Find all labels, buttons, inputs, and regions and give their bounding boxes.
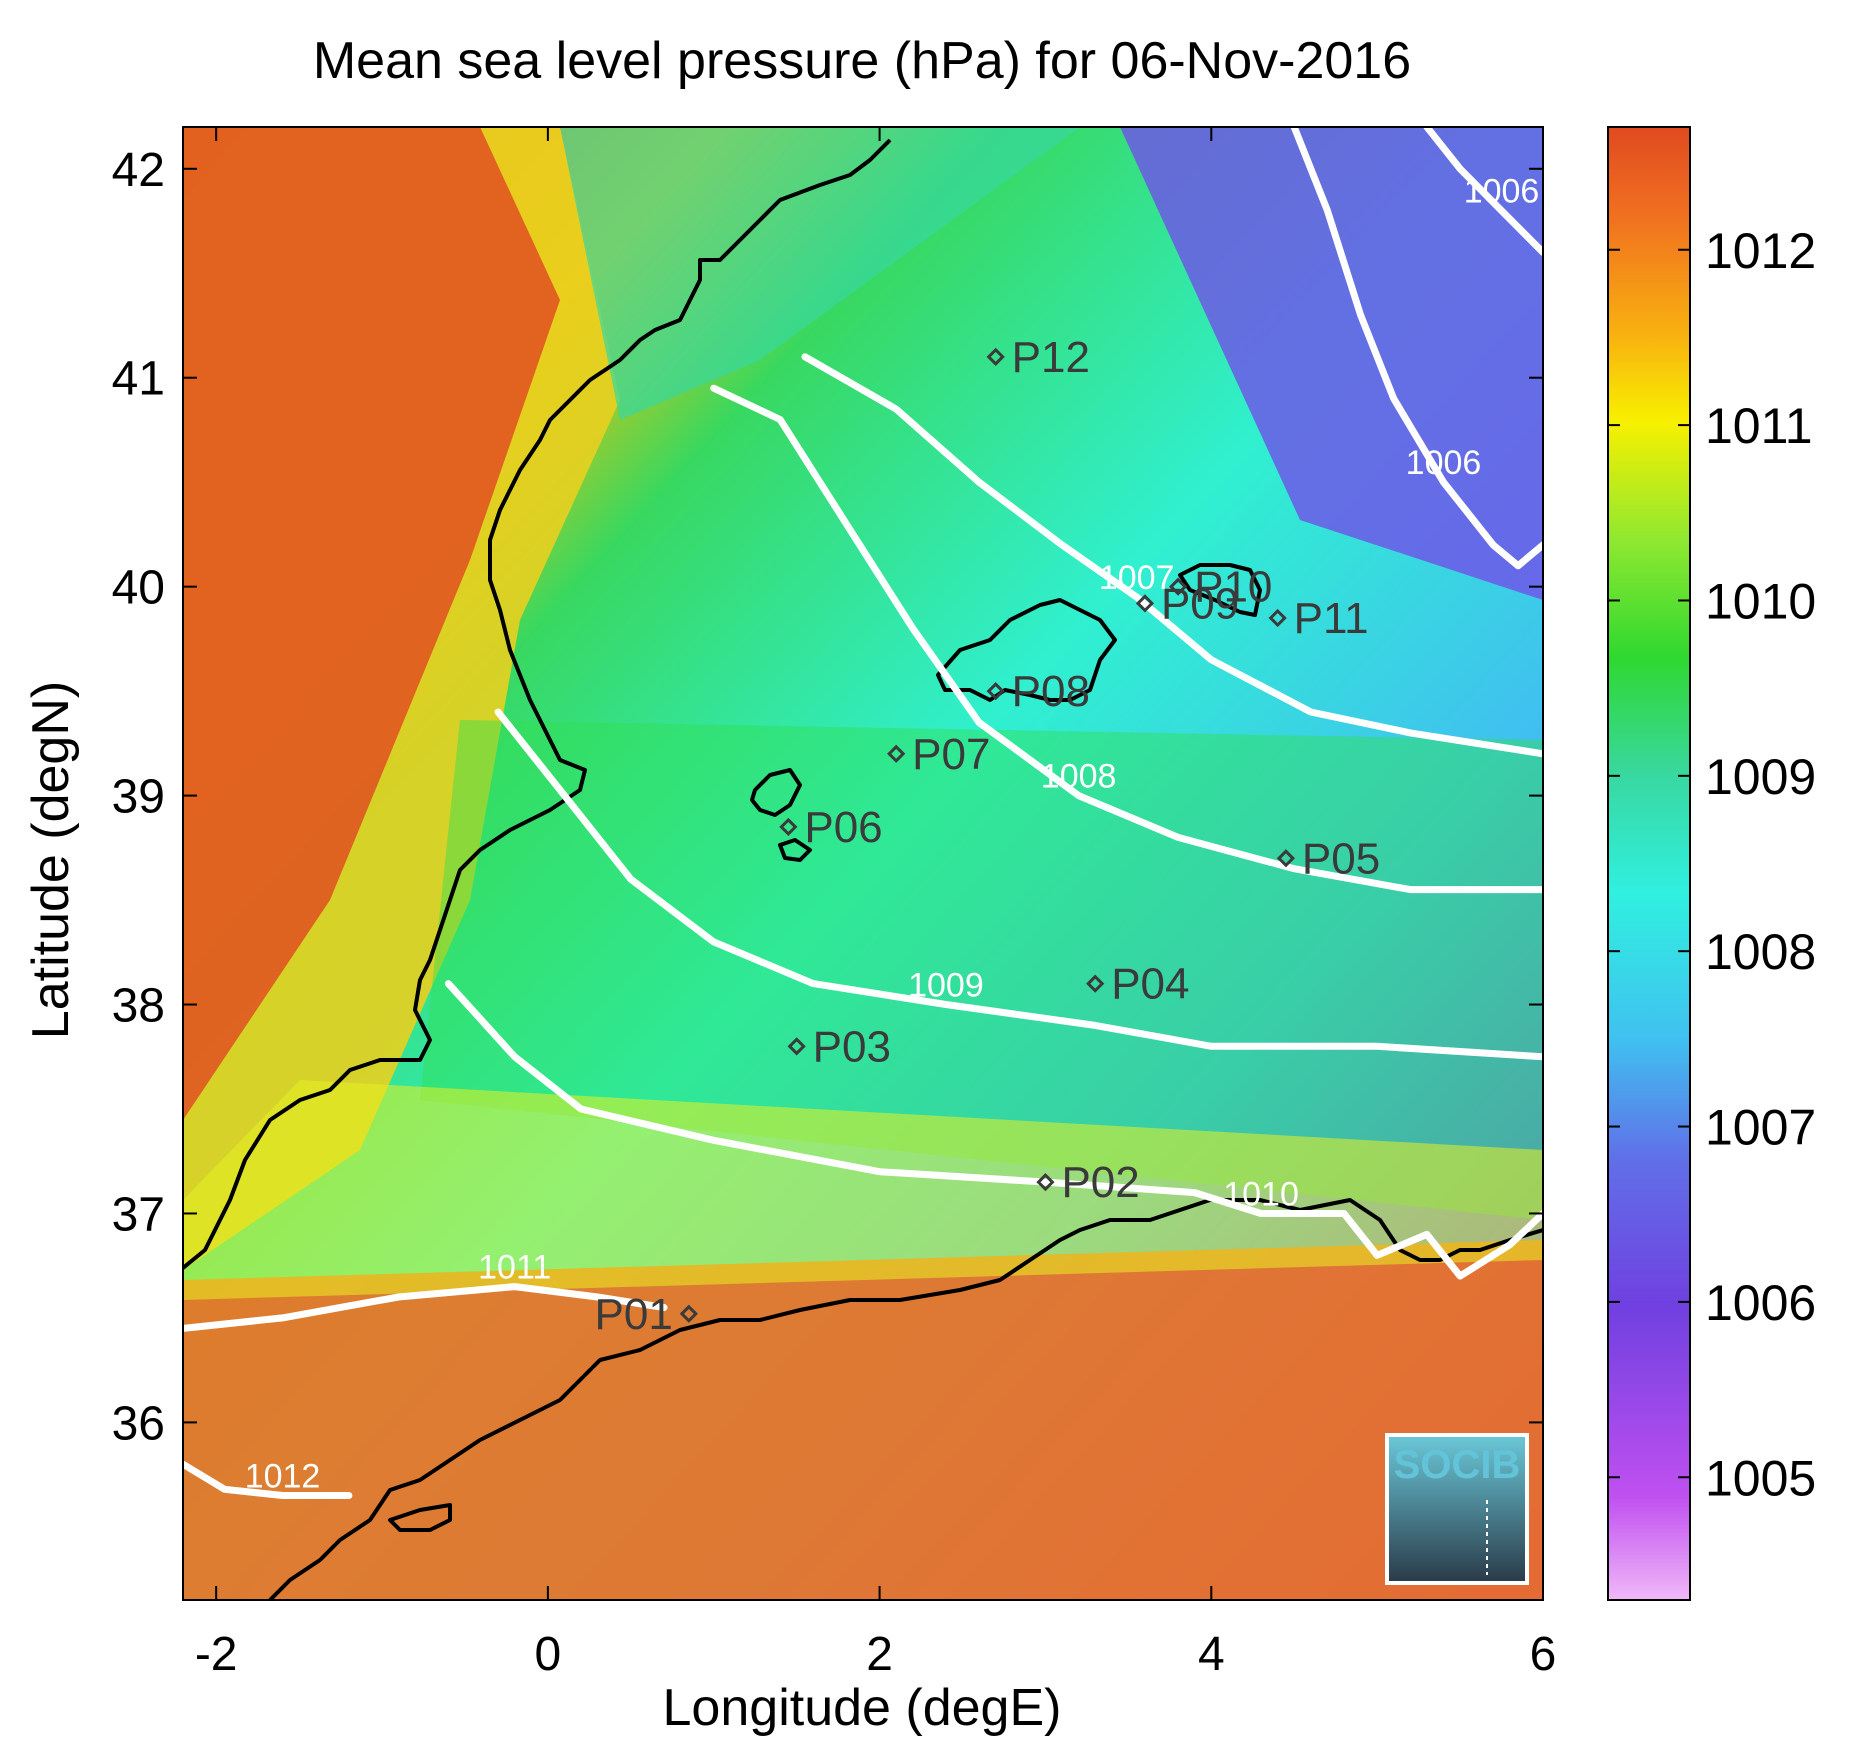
y-tick-label: 42 [112,144,165,197]
station-marker-p04 [1086,974,1105,993]
island-mallorca [936,598,1117,702]
contour-1010 [444,980,1543,1280]
station-label-p01: P01 [595,1290,673,1339]
x-axis-label: Longitude (degE) [663,1679,1062,1737]
pressure-field-yellow-band [183,1080,1543,1300]
contour-1008 [710,384,1543,894]
station-marker-p11 [1268,608,1287,628]
y-tick-label: 41 [112,353,165,406]
contour-1006 [1290,127,1543,570]
colorbar-ticks: 1005 1006 1007 1008 1009 1010 1011 1012 [1608,223,1816,1506]
contour-1006 [1423,127,1543,256]
colorbar-tick-label: 1007 [1705,1100,1816,1156]
y-axis-label: Latitude (degN) [22,681,80,1039]
x-tick-label: 6 [1530,1628,1557,1681]
station-label-p06: P06 [804,803,882,852]
island-formentera [778,838,812,862]
plot-frame [182,126,1544,1601]
station-label-p02: P02 [1061,1158,1139,1207]
socib-logo: SOCIB [1385,1433,1529,1585]
colorbar-tick-label: 1012 [1705,223,1816,279]
y-tick-label: 37 [112,1188,165,1241]
station-label-p05: P05 [1302,834,1380,883]
contour-label: 1010 [1223,1175,1299,1213]
pressure-field-high-south [183,1240,1543,1600]
contour-lines: 1006 1006 1007 1008 1009 1010 1011 1012 [183,127,1543,1499]
colorbar-tick-label: 1009 [1705,749,1816,805]
coastline-north-africa [268,1198,1543,1600]
contour-1012 [183,1460,353,1499]
y-axis-ticks: 36 37 38 39 40 41 42 [112,144,1543,1450]
island-ibiza [750,768,802,817]
x-axis-ticks: -2 0 2 4 6 [195,127,1557,1681]
station-label-p04: P04 [1111,960,1189,1009]
pressure-field-low-ne [1120,127,1543,600]
station-marker-p05 [1276,849,1296,868]
contour-1007 [801,353,1543,758]
station-label-p03: P03 [813,1022,891,1071]
colorbar-tick-label: 1005 [1705,1450,1816,1506]
contour-label: 1006 [1406,444,1482,482]
station-label-p10: P10 [1194,563,1272,612]
y-tick-label: 40 [112,562,165,615]
contour-1011 [183,1283,668,1332]
station-label-p08: P08 [1012,667,1090,716]
island-menorca [1178,563,1262,617]
station-label-p12: P12 [1012,333,1090,382]
plot-area: 1006 1006 1007 1008 1009 1010 1011 1012 P01 P02 P… [183,127,1543,1600]
contour-1009 [494,708,1543,1061]
station-label-p11: P11 [1294,594,1369,643]
pressure-field-north-mid [560,127,1080,420]
contour-label: 1011 [478,1249,551,1287]
contour-label: 1008 [1041,758,1117,796]
station-marker-p08 [986,682,1005,701]
pressure-field-high-west [183,127,560,1120]
y-tick-label: 36 [112,1397,165,1450]
logo-text: SOCIB [1394,1443,1521,1487]
station-marker-p02 [1036,1173,1055,1192]
station-marker-p10 [1168,577,1188,596]
station-marker-p09 [1135,594,1155,613]
station-marker-p01 [679,1304,698,1323]
y-tick-label: 38 [112,980,165,1033]
colorbar-tick-label: 1010 [1705,573,1816,629]
colorbar-tick-label: 1008 [1705,924,1816,980]
island-alboran [388,1503,452,1532]
colorbar-tick-label: 1011 [1705,398,1813,454]
station-marker-p12 [986,347,1005,366]
contour-label: 1006 [1464,173,1540,211]
contour-label: 1012 [245,1458,321,1496]
coastline-iberia [183,138,892,1270]
pressure-field-mid-band [420,720,1543,1220]
station-marker-p03 [787,1037,806,1056]
logo-box [1385,1433,1529,1585]
x-tick-label: 4 [1198,1628,1225,1681]
colorbar-tick-label: 1006 [1705,1275,1816,1331]
station-marker-p07 [887,744,906,763]
contour-label: 1009 [908,967,984,1005]
x-tick-label: 0 [535,1628,562,1681]
station-label-p07: P07 [912,730,990,779]
y-tick-label: 39 [112,771,165,824]
chart-title: Mean sea level pressure (hPa) for 06-Nov… [313,32,1411,90]
x-tick-label: 2 [866,1628,893,1681]
x-tick-label: -2 [195,1628,238,1681]
contour-label: 1007 [1099,559,1175,597]
station-marker-p06 [779,817,798,837]
colorbar [1607,126,1691,1601]
